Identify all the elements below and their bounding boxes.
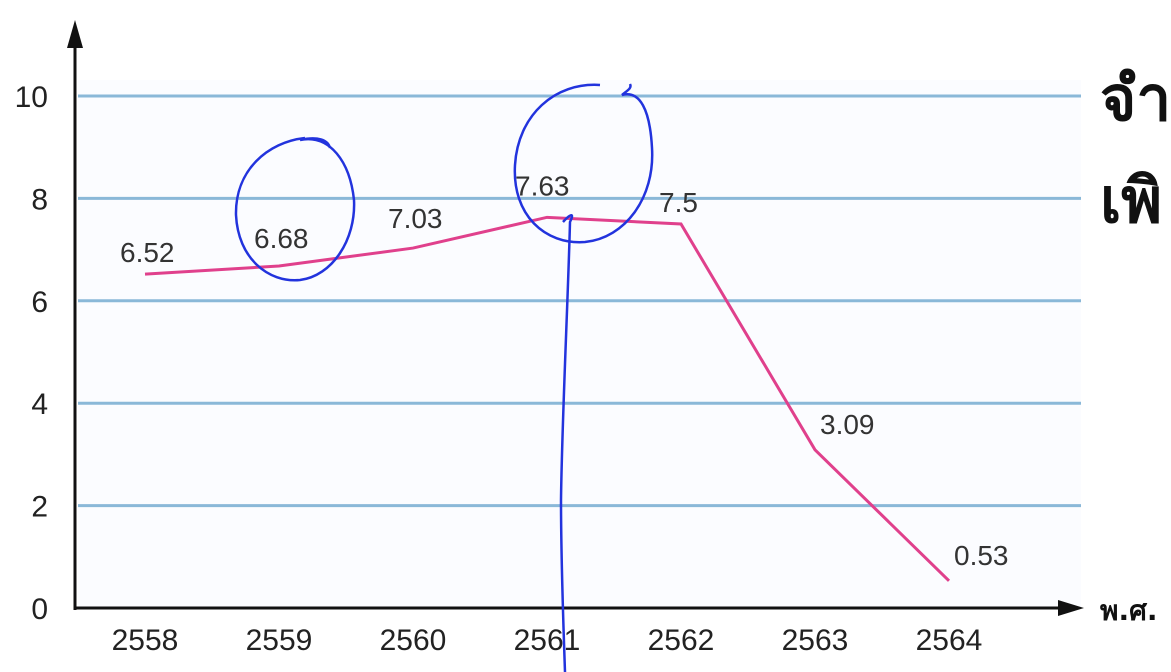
x-tick-label: 2561	[514, 624, 581, 657]
x-tick-label: 2560	[380, 624, 447, 657]
x-tick-label: 2562	[648, 624, 715, 657]
hand-drawn-circle-2561	[513, 83, 654, 244]
data-label: 7.5	[659, 187, 698, 218]
plot-background	[78, 80, 1081, 608]
y-tick-label: 2	[31, 491, 48, 524]
side-title-line-2: เพิ	[1100, 164, 1162, 237]
data-label: 3.09	[820, 409, 875, 440]
y-tick-label: 6	[31, 286, 48, 319]
y-axis-arrow	[67, 20, 83, 48]
x-axis-label: พ.ศ.	[1100, 594, 1158, 627]
x-tick-label: 2558	[112, 624, 179, 657]
data-label: 6.52	[120, 237, 175, 268]
x-tick-label: 2564	[916, 624, 983, 657]
y-tick-label: 8	[31, 183, 48, 216]
x-tick-label: 2563	[782, 624, 849, 657]
hand-drawn-vertical-line	[559, 214, 574, 672]
data-label: 0.53	[954, 540, 1009, 571]
x-axis-arrow	[1058, 600, 1084, 616]
series-line	[144, 215, 951, 582]
y-tick-label: 4	[31, 388, 48, 421]
x-tick-label: 2559	[246, 624, 313, 657]
y-tick-labels: 0 2 4 6 8 10	[15, 81, 48, 626]
data-labels: 6.52 6.68 7.03 7.63 7.5 3.09 0.53	[120, 170, 1009, 571]
gridlines	[78, 94, 1081, 508]
side-title-line-1: จำ	[1100, 62, 1171, 135]
y-tick-label: 0	[31, 593, 48, 626]
data-label: 7.63	[515, 170, 570, 201]
x-tick-labels: 2558 2559 2560 2561 2562 2563 2564	[112, 624, 983, 657]
hand-drawn-circle-2559	[234, 136, 356, 282]
data-label: 7.03	[388, 203, 443, 234]
data-label: 6.68	[254, 223, 309, 254]
y-tick-label: 10	[15, 81, 48, 114]
